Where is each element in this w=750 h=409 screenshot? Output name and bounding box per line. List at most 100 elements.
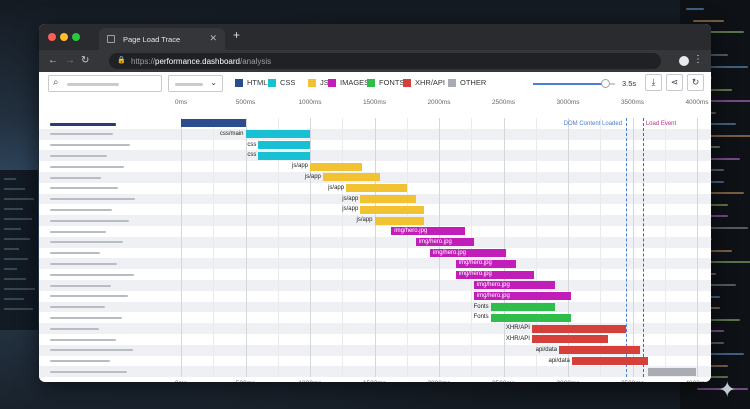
legend-swatch (403, 79, 411, 87)
background-laptop-line (4, 268, 17, 270)
slider-handle[interactable] (600, 79, 610, 88)
waterfall-bar-js[interactable] (310, 162, 362, 171)
search-input[interactable]: ⌕ (48, 75, 162, 92)
waterfall-bar-fonts[interactable] (490, 313, 571, 322)
zoom-slider[interactable] (533, 79, 615, 88)
bar-label: img/hero.jpg (394, 227, 428, 234)
maximize-window-icon[interactable] (72, 33, 80, 41)
refresh-icon: ↻ (691, 77, 700, 87)
bar-label: js/app (356, 217, 373, 224)
search-placeholder (67, 83, 119, 86)
back-icon[interactable]: ← (48, 55, 58, 66)
share-button[interactable]: ⋖ (666, 74, 683, 91)
waterfall-bar-xhrapi[interactable] (571, 357, 648, 365)
grid-line (664, 118, 666, 378)
grid-line (342, 118, 344, 378)
background-laptop-line (4, 208, 23, 210)
lock-icon: 🔒 (117, 57, 126, 64)
waterfall-bar-css[interactable] (258, 151, 310, 160)
request-name-placeholder (50, 252, 100, 255)
grid-line (213, 118, 215, 378)
grid-line (245, 118, 247, 378)
download-button[interactable]: ⤓ (645, 74, 662, 91)
background-code-line (697, 157, 740, 160)
waterfall-bar-js[interactable] (360, 195, 416, 203)
waterfall-bar-fonts[interactable] (490, 303, 556, 311)
browser-tab[interactable]: Page Load Trace ✕ (99, 28, 225, 50)
background-laptop-line (4, 178, 16, 180)
waterfall-bar-js[interactable] (322, 173, 380, 182)
reload-icon[interactable]: ↻ (81, 55, 90, 66)
waterfall-bar-images[interactable] (415, 238, 474, 247)
background-code-line (705, 203, 728, 206)
request-name-placeholder (50, 122, 116, 126)
request-name-placeholder (50, 316, 122, 319)
background-code-line (696, 353, 744, 355)
refresh-button[interactable]: ↻ (687, 74, 704, 91)
profile-icon[interactable] (679, 56, 689, 66)
waterfall-bar-html[interactable] (181, 119, 246, 128)
filter-dropdown[interactable]: ⌄ (168, 75, 223, 92)
background-laptop-line (4, 258, 28, 260)
bar-label: js/app (342, 206, 359, 213)
request-name-placeholder (50, 262, 117, 265)
background-code-line (703, 134, 750, 137)
waterfall-bar-images[interactable] (455, 270, 535, 279)
request-name-placeholder (50, 133, 113, 136)
request-name-placeholder (50, 370, 127, 373)
waterfall-bar-images[interactable] (391, 227, 465, 236)
legend-label: HTML (247, 78, 268, 87)
x-axis-tick-top: 0ms (174, 99, 188, 106)
event-label: Load Event (645, 121, 677, 127)
grid-line (406, 118, 408, 378)
event-line (642, 118, 644, 378)
address-toolbar: ← → ↻ 🔒 https://performance.dashboard/an… (39, 50, 711, 72)
background-laptop-line (4, 228, 21, 230)
bar-label: img/hero.jpg (476, 292, 510, 299)
background-code-line (704, 169, 724, 171)
waterfall-bar-images[interactable] (429, 249, 507, 257)
bar-label: css/main (219, 130, 244, 137)
bar-label: Fonts (473, 314, 489, 321)
more-menu-icon[interactable]: ⋮ (693, 54, 703, 65)
grid-line (600, 118, 602, 378)
tab-title: Page Load Trace (123, 35, 181, 44)
request-name-placeholder (50, 327, 99, 330)
background-code-line (703, 364, 728, 367)
waterfall-bar-other[interactable] (647, 367, 696, 376)
close-tab-icon[interactable]: ✕ (209, 33, 217, 43)
background-laptop-line (4, 308, 33, 310)
request-name-placeholder (50, 154, 107, 157)
dashboard-toolbar: ⌕ ⌄ HTML CSS JS IMAGES FONTS XHR/API OTHER 3.5… (39, 72, 711, 96)
bar-label: api/data (535, 346, 557, 353)
waterfall-bar-css[interactable] (258, 141, 310, 149)
x-axis-tick-bottom: 1500ms (363, 380, 386, 382)
minimize-window-icon[interactable] (60, 33, 68, 41)
bar-label: js/app (342, 195, 359, 202)
bar-label: api/data (548, 357, 570, 364)
waterfall-bar-js[interactable] (374, 216, 424, 225)
request-name-placeholder (50, 360, 110, 363)
chevron-down-icon: ⌄ (210, 78, 217, 87)
new-tab-icon[interactable]: + (233, 28, 241, 42)
forward-icon[interactable]: → (65, 55, 75, 66)
waterfall-bar-js[interactable] (360, 205, 424, 214)
waterfall-bar-xhrapi[interactable] (531, 335, 608, 344)
background-code-line (695, 318, 740, 321)
waterfall-bar-xhrapi[interactable] (531, 324, 627, 333)
waterfall-bar-images[interactable] (455, 259, 517, 268)
background-code-line (686, 8, 704, 10)
waterfall-bar-xhrapi[interactable] (558, 346, 641, 355)
background-code-line (693, 19, 724, 22)
waterfall-bar-css[interactable] (245, 130, 310, 139)
close-window-icon[interactable] (48, 33, 56, 41)
zoom-value: 3.5s (622, 79, 637, 88)
grid-line (503, 118, 505, 378)
waterfall-bar-js[interactable] (346, 184, 407, 193)
background-laptop-line (4, 288, 35, 290)
address-bar[interactable]: 🔒 https://performance.dashboard/analysis (109, 53, 661, 69)
waterfall-bar-images[interactable] (473, 292, 571, 301)
waterfall-bar-images[interactable] (473, 281, 556, 290)
download-icon: ⤓ (651, 77, 656, 87)
background-code-line (696, 123, 736, 125)
